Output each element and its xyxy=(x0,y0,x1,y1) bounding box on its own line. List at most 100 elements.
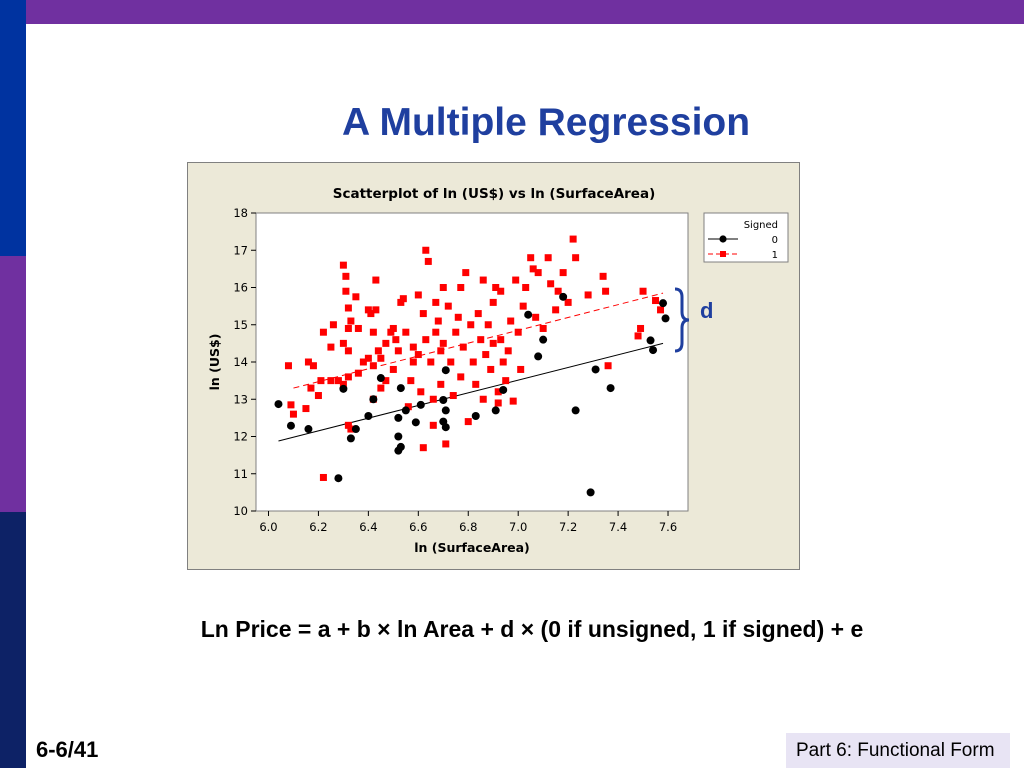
data-point-series-1 xyxy=(569,235,577,243)
data-point-series-1 xyxy=(477,336,485,344)
data-point-series-1 xyxy=(359,358,367,366)
y-tick-label: 12 xyxy=(233,430,248,444)
x-axis-label: ln (SurfaceArea) xyxy=(414,540,530,555)
curly-brace-icon xyxy=(674,287,690,353)
data-point-series-0 xyxy=(559,292,568,301)
y-axis-label: ln (US$) xyxy=(207,334,222,391)
data-point-series-1 xyxy=(319,473,327,481)
data-point-series-1 xyxy=(639,287,647,295)
data-point-series-1 xyxy=(424,257,432,265)
data-point-series-0 xyxy=(441,406,450,415)
data-point-series-1 xyxy=(369,362,377,370)
data-point-series-1 xyxy=(434,317,442,325)
data-point-series-0 xyxy=(351,425,360,434)
x-tick-label: 6.2 xyxy=(309,520,327,534)
data-point-series-1 xyxy=(497,336,505,344)
data-point-series-1 xyxy=(454,313,462,321)
brace-label-d: d xyxy=(700,298,714,323)
data-point-series-1 xyxy=(534,269,542,277)
chart-panel: Scatterplot of ln (US$) vs ln (SurfaceAr… xyxy=(187,162,800,570)
data-point-series-1 xyxy=(432,298,440,306)
data-point-series-1 xyxy=(372,276,380,284)
data-point-series-1 xyxy=(344,347,352,355)
data-point-series-1 xyxy=(367,310,375,318)
data-point-series-1 xyxy=(347,425,355,433)
data-point-series-1 xyxy=(437,380,445,388)
legend-entry-0: 0 xyxy=(772,235,778,246)
data-point-series-0 xyxy=(396,384,405,393)
fit-line-series-0 xyxy=(278,342,664,442)
data-point-series-1 xyxy=(497,287,505,295)
data-point-series-1 xyxy=(397,298,405,306)
data-point-series-1 xyxy=(382,377,390,385)
data-point-series-0 xyxy=(491,406,500,415)
y-tick-label: 17 xyxy=(233,243,248,257)
data-point-series-1 xyxy=(527,254,535,262)
data-point-series-1 xyxy=(449,392,457,400)
data-point-series-1 xyxy=(472,380,480,388)
data-point-series-1 xyxy=(554,287,562,295)
data-point-series-1 xyxy=(547,280,555,288)
data-point-series-1 xyxy=(364,354,372,362)
data-point-series-1 xyxy=(464,418,472,426)
data-point-series-1 xyxy=(352,293,360,301)
data-point-series-1 xyxy=(339,380,347,388)
data-point-series-1 xyxy=(427,358,435,366)
data-point-series-1 xyxy=(354,324,362,332)
data-point-series-1 xyxy=(389,365,397,373)
legend-marker-series-0 xyxy=(719,235,727,243)
data-point-series-1 xyxy=(354,369,362,377)
data-point-series-1 xyxy=(339,261,347,269)
data-point-series-1 xyxy=(309,362,317,370)
data-point-series-1 xyxy=(404,403,412,411)
data-point-series-1 xyxy=(327,343,335,351)
data-point-series-0 xyxy=(471,412,480,421)
top-accent-bar xyxy=(0,0,1024,24)
data-point-series-0 xyxy=(439,395,448,404)
data-point-series-1 xyxy=(507,317,515,325)
data-point-series-1 xyxy=(307,384,315,392)
data-point-series-1 xyxy=(447,358,455,366)
data-point-series-1 xyxy=(457,284,465,291)
x-tick-label: 7.0 xyxy=(509,520,527,534)
data-point-series-1 xyxy=(344,373,352,381)
data-point-series-1 xyxy=(409,343,417,351)
data-point-series-1 xyxy=(422,246,430,254)
chart-title: Scatterplot of ln (US$) vs ln (SurfaceAr… xyxy=(333,186,656,202)
data-point-series-0 xyxy=(339,384,348,393)
y-tick-label: 10 xyxy=(233,504,248,518)
data-point-series-0 xyxy=(364,412,373,421)
data-point-series-1 xyxy=(442,440,450,448)
data-point-series-1 xyxy=(289,410,297,418)
data-point-series-1 xyxy=(504,347,512,355)
data-point-series-1 xyxy=(494,399,502,407)
data-point-series-0 xyxy=(661,314,670,323)
data-point-series-1 xyxy=(494,388,502,396)
data-point-series-1 xyxy=(634,332,642,340)
data-point-series-1 xyxy=(539,324,547,332)
data-point-series-1 xyxy=(317,377,325,385)
scatterplot-chart: Scatterplot of ln (US$) vs ln (SurfaceAr… xyxy=(207,186,789,555)
data-point-series-0 xyxy=(499,385,508,394)
legend-entry-1: 1 xyxy=(772,250,778,261)
data-point-series-0 xyxy=(334,474,343,483)
data-point-series-1 xyxy=(382,339,390,347)
data-point-series-1 xyxy=(407,377,415,385)
data-point-series-0 xyxy=(534,352,543,361)
data-point-series-0 xyxy=(394,432,403,441)
data-point-series-1 xyxy=(512,276,520,284)
data-point-series-1 xyxy=(489,298,497,306)
data-point-series-1 xyxy=(467,321,475,329)
data-point-series-1 xyxy=(342,287,350,295)
data-point-series-1 xyxy=(364,306,372,314)
data-point-series-1 xyxy=(439,339,447,347)
data-point-series-1 xyxy=(402,328,410,336)
data-point-series-1 xyxy=(502,377,510,385)
data-point-series-1 xyxy=(509,397,517,405)
data-point-series-1 xyxy=(637,324,645,332)
data-point-series-1 xyxy=(469,358,477,366)
data-point-series-1 xyxy=(339,339,347,347)
data-point-series-1 xyxy=(369,328,377,336)
data-point-series-1 xyxy=(414,291,422,299)
data-point-series-1 xyxy=(377,384,385,392)
